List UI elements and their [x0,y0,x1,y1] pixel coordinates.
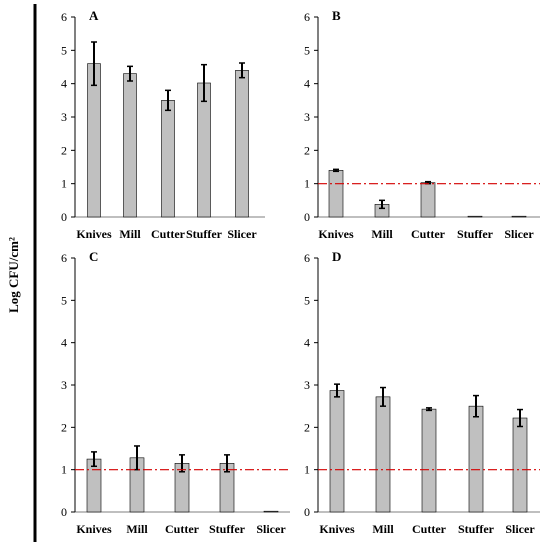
y-tick-label: 2 [304,143,310,157]
y-tick-label: 4 [304,336,310,350]
panel-a: 0 1 2 3 4 5 6 A Knives Mill Cutter Stuffer Slicer [61,8,265,241]
y-tick-label: 6 [304,251,310,265]
category-label: Mill [126,522,148,536]
category-label: Knives [318,227,354,241]
category-label: Cutter [165,522,200,536]
category-label: Stuffer [186,227,223,241]
bar-cutter [161,100,175,218]
y-tick-label: 3 [61,378,67,392]
category-label: Slicer [504,227,534,241]
category-label: Mill [372,522,394,536]
bar-slicer [263,510,279,513]
y-tick-label: 0 [304,210,310,224]
category-label: Cutter [412,522,447,536]
y-tick-label: 3 [61,110,67,124]
panel-label: C [89,249,98,264]
y-tick-label: 1 [304,177,310,191]
y-tick-label: 6 [61,10,67,24]
bar-mill [375,396,391,513]
y-tick-label: 5 [61,43,67,57]
category-label: Slicer [227,227,257,241]
panel-label: B [332,8,341,23]
panel-d: 0 1 2 3 4 5 6 D Knives Mill Cutter Stuffer Slicer [304,249,540,536]
bar-knives [329,390,345,513]
category-label: Knives [319,522,355,536]
bar-knives [328,170,344,218]
bar-slicer [511,215,527,218]
category-label: Stuffer [209,522,246,536]
category-label: Knives [76,227,112,241]
category-label: Knives [76,522,112,536]
category-label: Stuffer [457,227,494,241]
category-label: Slicer [505,522,535,536]
y-tick-label: 0 [61,210,67,224]
bar-slicer [512,417,528,513]
y-tick-label: 2 [304,420,310,434]
y-tick-label: 6 [304,10,310,24]
y-tick-label: 4 [304,77,310,91]
category-label: Mill [371,227,393,241]
bar-stuffer [197,82,211,218]
y-tick-label: 5 [61,293,67,307]
category-label: Cutter [411,227,446,241]
bar-slicer [235,70,249,218]
bar-cutter [420,182,436,218]
y-tick-label: 1 [61,177,67,191]
y-tick-label: 1 [61,463,67,477]
panel-label: A [89,8,99,23]
bar-cutter [421,408,437,513]
y-tick-label: 2 [61,143,67,157]
y-tick-label: 3 [304,110,310,124]
y-tick-label: 5 [304,43,310,57]
category-label: Slicer [256,522,286,536]
y-tick-label: 5 [304,293,310,307]
y-tick-label: 4 [61,77,67,91]
panel-label: D [332,249,341,264]
y-tick-label: 6 [61,251,67,265]
y-tick-label: 0 [61,505,67,519]
y-tick-label: 0 [304,505,310,519]
y-tick-label: 1 [304,463,310,477]
bar-stuffer [468,405,484,513]
bar-stuffer [467,215,483,218]
category-label: Mill [119,227,141,241]
bar-mill [123,73,137,218]
panel-c: 0 1 2 3 4 5 6 C Knives Mill Cutter Stuffer Slicer [61,249,290,536]
bar-knives [87,63,101,218]
y-axis-label: Log CFU/cm² [6,237,21,313]
y-tick-label: 2 [61,420,67,434]
panel-b: 0 1 2 3 4 5 6 B Knives Mill Cutter Stuffer Slicer [304,8,540,241]
category-label: Stuffer [458,522,495,536]
category-label: Cutter [151,227,186,241]
y-tick-label: 3 [304,378,310,392]
y-tick-label: 4 [61,336,67,350]
